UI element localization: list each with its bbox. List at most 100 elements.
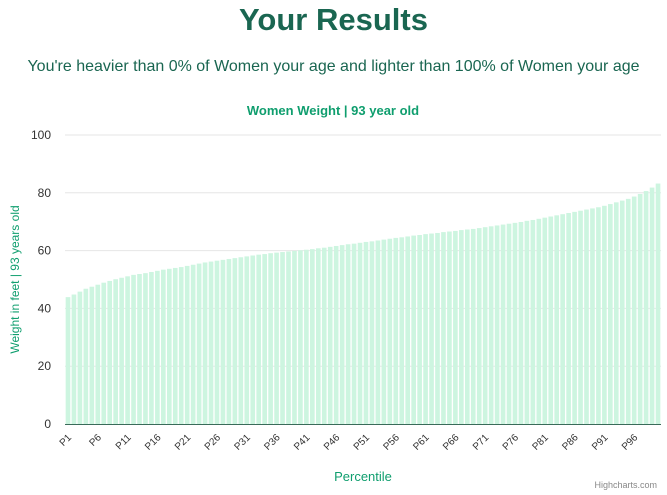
bar-P15: [149, 271, 154, 424]
bar-P72: [488, 226, 494, 424]
bar-P50: [357, 242, 363, 424]
page-title: Your Results: [239, 2, 428, 37]
bar-P52: [369, 241, 375, 424]
bar-P33: [256, 254, 262, 424]
y-tick-label: 20: [38, 359, 52, 373]
bar-P68: [464, 229, 470, 424]
bar-P62: [429, 233, 434, 424]
bar-P23: [196, 263, 202, 424]
bar-P2: [71, 294, 77, 424]
bar-P100: [655, 183, 661, 424]
x-tick-label: P31: [233, 432, 254, 453]
x-tick-label: P71: [471, 432, 492, 453]
bar-P74: [500, 224, 506, 424]
x-tick-label: P21: [173, 432, 194, 453]
x-tick-label: P41: [292, 432, 313, 453]
bar-P41: [304, 249, 309, 424]
bar-P79: [530, 219, 536, 424]
bar-P65: [447, 231, 452, 424]
bar-P93: [613, 202, 619, 424]
x-tick-label: P66: [441, 432, 462, 453]
y-tick-label: 40: [38, 301, 52, 315]
bar-P5: [89, 286, 95, 424]
bar-P37: [280, 252, 285, 424]
bar-P81: [542, 217, 548, 424]
y-tick-label: 80: [38, 186, 52, 200]
bar-P51: [363, 241, 369, 424]
bar-P16: [155, 270, 160, 424]
bar-P48: [345, 244, 351, 424]
bar-P91: [602, 205, 607, 424]
y-tick-label: 60: [38, 244, 52, 258]
bar-P6: [95, 284, 101, 424]
bar-P8: [107, 280, 113, 424]
bar-P80: [536, 218, 542, 424]
bar-P54: [381, 239, 387, 424]
bar-P73: [494, 225, 500, 424]
y-tick-label: 100: [31, 128, 51, 142]
bar-P56: [393, 237, 399, 424]
bar-P36: [274, 252, 279, 424]
bar-P88: [584, 209, 589, 424]
bar-P30: [238, 257, 244, 424]
bar-P45: [327, 246, 333, 424]
bar-P1: [65, 297, 71, 424]
bar-P63: [435, 232, 440, 424]
x-tick-label: P96: [620, 432, 641, 453]
x-tick-label: P16: [143, 432, 164, 453]
bar-P40: [298, 250, 303, 424]
bar-P7: [101, 282, 107, 424]
bar-P19: [172, 267, 178, 424]
x-tick-label: P51: [352, 432, 373, 453]
bar-P22: [190, 264, 196, 424]
bar-P58: [405, 236, 411, 424]
bar-P70: [476, 228, 482, 424]
bar-P53: [375, 240, 381, 424]
bar-P27: [220, 259, 226, 424]
x-tick-label: P56: [382, 432, 403, 453]
bar-P9: [113, 279, 118, 424]
bar-P12: [131, 274, 136, 424]
bar-P92: [608, 204, 613, 424]
x-tick-label: P86: [560, 432, 581, 453]
bar-P87: [578, 210, 583, 424]
bar-P13: [137, 274, 142, 424]
bar-P17: [161, 269, 166, 424]
bar-P61: [423, 234, 428, 424]
bar-P28: [226, 258, 232, 424]
bar-P31: [244, 256, 250, 424]
bar-P18: [166, 268, 172, 424]
bar-P57: [399, 237, 405, 424]
bar-P55: [387, 238, 393, 424]
highcharts-credit[interactable]: Highcharts.com: [594, 480, 657, 490]
bar-P82: [548, 216, 554, 424]
bar-P20: [178, 267, 184, 424]
bar-P60: [417, 234, 422, 424]
bar-P86: [572, 211, 577, 424]
bar-P66: [453, 230, 458, 424]
bar-P10: [119, 277, 124, 424]
bar-P29: [232, 258, 238, 424]
bar-P35: [268, 253, 273, 424]
bar-P67: [459, 230, 464, 424]
bar-P71: [482, 227, 488, 424]
x-tick-label: P81: [531, 432, 552, 453]
bar-P43: [315, 248, 321, 424]
x-tick-label: P1: [58, 432, 75, 449]
bar-P64: [441, 232, 446, 424]
bar-P69: [470, 228, 476, 424]
bar-P99: [649, 187, 655, 424]
bar-P44: [321, 247, 327, 424]
bar-P46: [333, 245, 339, 424]
bar-P25: [208, 261, 214, 424]
bar-P75: [506, 223, 512, 424]
x-axis-title: Percentile: [334, 469, 392, 484]
bar-P24: [202, 262, 208, 424]
bar-P14: [143, 273, 148, 424]
x-tick-label: P61: [411, 432, 432, 453]
bar-P49: [351, 243, 357, 424]
bar-P97: [637, 193, 643, 424]
bar-P76: [512, 222, 518, 424]
x-tick-label: P76: [501, 432, 522, 453]
x-tick-label: P36: [262, 432, 283, 453]
